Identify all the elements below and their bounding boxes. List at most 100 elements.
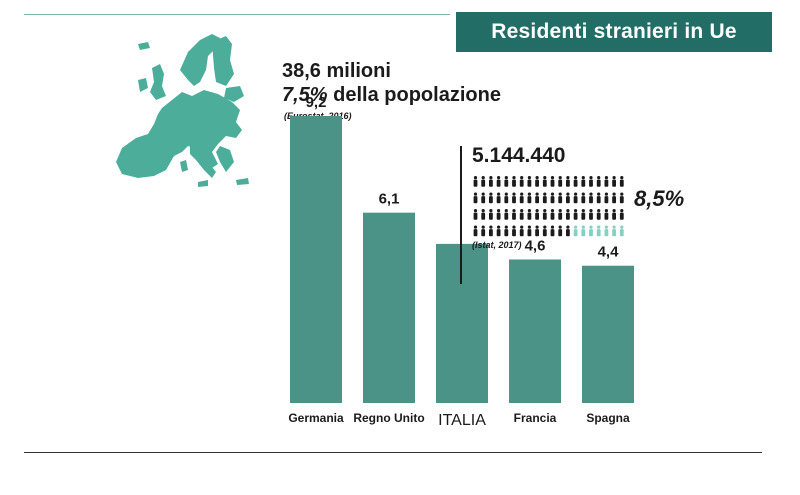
person-icon bbox=[481, 225, 486, 237]
bottom-rule bbox=[24, 452, 762, 453]
person-icon bbox=[566, 209, 570, 220]
person-icon bbox=[527, 176, 532, 187]
person-icon bbox=[573, 225, 578, 237]
person-icon bbox=[496, 209, 501, 220]
bar-regno-unito bbox=[363, 212, 415, 403]
person-icon bbox=[596, 209, 601, 220]
person-icon bbox=[512, 192, 516, 204]
person-icon bbox=[496, 176, 501, 187]
person-icon bbox=[519, 225, 524, 237]
person-icon bbox=[581, 225, 586, 237]
person-icon bbox=[519, 176, 524, 187]
italia-count: 5.144.440 bbox=[472, 144, 566, 167]
person-icon bbox=[612, 192, 616, 204]
person-icon bbox=[619, 176, 624, 187]
chart-title: Residenti stranieri in Ue bbox=[456, 12, 772, 52]
person-icon bbox=[612, 209, 616, 220]
person-icon bbox=[496, 225, 501, 237]
person-icon bbox=[619, 192, 624, 204]
person-icon bbox=[473, 192, 478, 204]
person-icon bbox=[519, 209, 524, 220]
person-icon bbox=[589, 176, 593, 187]
person-icon bbox=[566, 176, 570, 187]
person-icon bbox=[489, 192, 493, 204]
person-icon bbox=[542, 209, 547, 220]
person-icon bbox=[504, 192, 509, 204]
person-icon bbox=[558, 176, 563, 187]
person-icon bbox=[619, 209, 624, 220]
person-icon bbox=[589, 209, 593, 220]
person-icon bbox=[573, 192, 578, 204]
person-icon bbox=[581, 209, 586, 220]
person-icon bbox=[473, 225, 478, 237]
value-label: 4,4 bbox=[598, 244, 620, 261]
person-icon bbox=[481, 192, 486, 204]
person-icon bbox=[527, 225, 532, 237]
value-label: 6,1 bbox=[379, 191, 400, 208]
person-icon bbox=[558, 209, 563, 220]
person-icon bbox=[604, 192, 609, 204]
eu-share-pct: 7,5% bbox=[282, 84, 328, 106]
person-icon bbox=[535, 225, 539, 237]
person-icon bbox=[527, 192, 532, 204]
person-icon bbox=[550, 176, 555, 187]
person-icon bbox=[504, 225, 509, 237]
person-icon bbox=[558, 192, 563, 204]
person-icon bbox=[596, 225, 601, 237]
person-icon bbox=[550, 209, 555, 220]
people-pictogram bbox=[473, 176, 624, 237]
person-icon bbox=[504, 176, 509, 187]
person-icon bbox=[566, 225, 570, 237]
category-label: Francia bbox=[514, 411, 557, 425]
category-label: ITALIA bbox=[438, 412, 486, 429]
person-icon bbox=[596, 176, 601, 187]
italia-share: 8,5% bbox=[634, 186, 685, 211]
person-icon bbox=[581, 192, 586, 204]
bar-spagna bbox=[582, 265, 634, 403]
person-icon bbox=[504, 209, 509, 220]
person-icon bbox=[542, 225, 547, 237]
person-icon bbox=[473, 209, 478, 220]
person-icon bbox=[589, 192, 593, 204]
category-label: Germania bbox=[288, 411, 344, 425]
person-icon bbox=[542, 192, 547, 204]
person-icon bbox=[535, 176, 539, 187]
person-icon bbox=[604, 176, 609, 187]
person-icon bbox=[550, 225, 555, 237]
person-icon bbox=[489, 176, 493, 187]
person-icon bbox=[481, 209, 486, 220]
europe-map-icon bbox=[116, 34, 249, 187]
person-icon bbox=[604, 209, 609, 220]
person-icon bbox=[496, 192, 501, 204]
eu-share-text: della popolazione bbox=[327, 84, 501, 106]
person-icon bbox=[527, 209, 532, 220]
person-icon bbox=[542, 176, 547, 187]
eu-share: 7,5% della popolazione bbox=[282, 84, 501, 107]
value-label: 4,6 bbox=[525, 237, 546, 254]
person-icon bbox=[612, 176, 616, 187]
eu-total: 38,6 milioni bbox=[282, 60, 391, 82]
person-icon bbox=[519, 192, 524, 204]
person-icon bbox=[535, 209, 539, 220]
person-icon bbox=[573, 209, 578, 220]
person-icon bbox=[566, 192, 570, 204]
category-label: Regno Unito bbox=[353, 411, 424, 425]
person-icon bbox=[619, 225, 624, 237]
person-icon bbox=[535, 192, 539, 204]
value-label: 9,2 bbox=[306, 94, 327, 111]
person-icon bbox=[581, 176, 586, 187]
category-label: Spagna bbox=[586, 411, 630, 425]
bar-francia bbox=[509, 259, 561, 403]
person-icon bbox=[596, 192, 601, 204]
person-icon bbox=[604, 225, 609, 237]
person-icon bbox=[612, 225, 616, 237]
italia-source: (Istat, 2017) bbox=[472, 240, 522, 250]
top-rule bbox=[24, 14, 450, 15]
person-icon bbox=[550, 192, 555, 204]
person-icon bbox=[573, 176, 578, 187]
person-icon bbox=[512, 225, 516, 237]
person-icon bbox=[558, 225, 563, 237]
person-icon bbox=[589, 225, 593, 237]
person-icon bbox=[512, 176, 516, 187]
